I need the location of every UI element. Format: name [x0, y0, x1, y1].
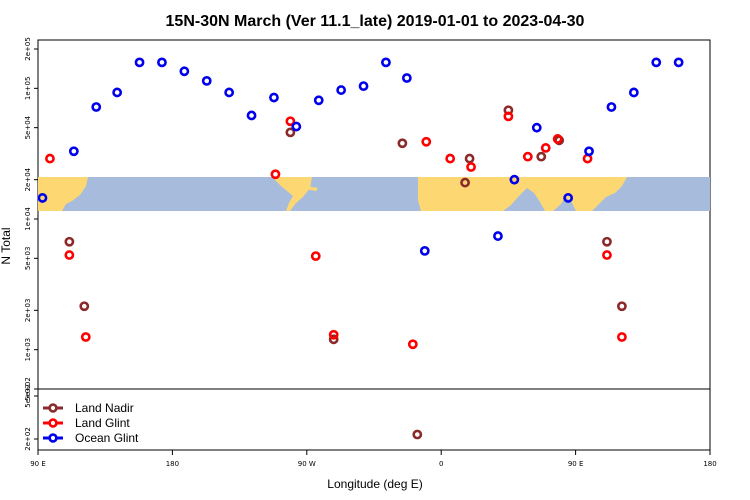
x-tick-label: 90 E	[568, 460, 584, 468]
land-nadir-point	[285, 127, 296, 138]
legend-label-land-nadir: Land Nadir	[75, 401, 134, 415]
ocean-glint-point	[179, 66, 190, 77]
land-nadir-point	[616, 301, 627, 312]
lower-data-points	[412, 429, 423, 440]
land-glint-point	[616, 332, 627, 342]
land-nadir-point	[79, 301, 90, 312]
land-glint-point	[445, 153, 456, 164]
ocean-glint-point	[91, 102, 102, 112]
ocean-glint-point	[606, 102, 617, 112]
land-nadir-point	[412, 429, 423, 440]
legend-marker-ocean-glint	[48, 433, 58, 443]
chart-title: 15N-30N March (Ver 11.1_late) 2019-01-01…	[166, 13, 585, 30]
legend-label-land-glint: Land Glint	[75, 416, 130, 430]
y-tick-label: 1e+04	[24, 207, 32, 231]
y-tick-label: 1e+05	[24, 77, 32, 101]
land-glint-point	[540, 143, 551, 153]
x-tick-label: 90 W	[298, 460, 316, 468]
y-tick-label: 2e+04	[24, 167, 32, 191]
legend-label-ocean-glint: Ocean Glint	[75, 431, 139, 445]
lower-y-ticks: 5e+02 2e+02	[24, 384, 38, 451]
ocean-glint-point	[291, 121, 302, 132]
land-nadir-point	[328, 334, 339, 345]
land-glint-point	[270, 169, 281, 180]
land-philippines	[58, 198, 64, 208]
land-glint-point	[503, 111, 514, 122]
y-tick-label: 5e+04	[24, 115, 32, 139]
land-nadir-point	[64, 236, 75, 247]
land-mexico	[272, 177, 312, 211]
ocean-glint-point	[37, 193, 48, 203]
ocean-glint-point	[563, 193, 574, 203]
y-tick-label: 1e+03	[24, 338, 32, 362]
x-tick-label: 180	[166, 460, 179, 468]
ocean-glint-point	[493, 231, 503, 241]
x-tick-label: 0	[439, 460, 443, 468]
land-glint-point	[45, 153, 55, 164]
ocean-glint-point	[673, 57, 684, 68]
land-glint-point	[80, 332, 91, 342]
legend-marker-land-glint	[48, 418, 58, 428]
ocean-glint-point	[201, 75, 212, 86]
ocean-glint-point	[531, 122, 542, 133]
lower-plot-frame	[37, 388, 711, 451]
y-tick-label: 2e+02	[24, 427, 32, 451]
land-nadir-point	[602, 236, 612, 247]
ocean-glint-point	[134, 57, 145, 68]
legend-marker-land-nadir	[48, 403, 58, 413]
land-nadir-point	[397, 138, 408, 149]
world-map-strip	[38, 177, 710, 211]
land-asia-east	[38, 177, 88, 211]
land-nadir-point	[536, 151, 547, 162]
ocean-glint-point	[112, 87, 123, 98]
land-glint-point	[522, 151, 533, 162]
upper-y-ticks: 2e+05 1e+05 5e+04 2e+04 1e+04 5e+03 2e+03 1e+03…	[24, 37, 38, 401]
land-glint-point	[421, 136, 432, 147]
land-glint-point	[407, 339, 418, 350]
data-points	[37, 57, 684, 350]
land-glint-point	[552, 134, 563, 144]
ocean-glint-point	[358, 81, 369, 92]
ocean-glint-point	[651, 57, 662, 68]
land-glint-point	[310, 251, 321, 262]
y-tick-label: 5e+03	[24, 247, 32, 271]
ocean-glint-point	[336, 85, 347, 95]
land-glint-point	[64, 250, 75, 260]
land-nadir-point	[460, 177, 470, 188]
y-tick-label: 5e+02	[24, 384, 32, 408]
land-glint-point	[328, 329, 339, 340]
y-tick-label: 5e+02	[24, 377, 32, 401]
land-cuba	[304, 186, 318, 191]
x-ticks: 90 E 180 90 W 0 90 E 180	[30, 450, 717, 468]
land-nadir-point	[464, 153, 475, 164]
land-africa-asia	[418, 177, 627, 211]
ocean-glint-point	[401, 73, 412, 83]
ocean-glint-point	[509, 174, 520, 185]
upper-plot: 2e+05 1e+05 5e+04 2e+04 1e+04 5e+03 2e+03 1e+03…	[24, 37, 711, 401]
ocean-glint-point	[157, 57, 167, 68]
ocean-glint-point	[246, 110, 257, 121]
y-tick-label: 2e+05	[24, 37, 32, 61]
ocean-glint-point	[68, 146, 79, 157]
ocean-glint-point	[224, 87, 235, 98]
ocean-glint-point	[419, 245, 430, 256]
land-glint-point	[466, 162, 476, 172]
y-axis-label: N Total	[0, 227, 13, 264]
x-tick-label: 180	[703, 460, 716, 468]
land-glint-point	[285, 116, 296, 127]
y-tick-label: 2e+03	[24, 299, 32, 323]
ocean-glint-point	[628, 87, 639, 98]
upper-plot-frame	[37, 39, 711, 390]
x-tick-label: 90 E	[30, 460, 46, 468]
ocean-glint-point	[269, 92, 279, 103]
x-axis-label: Longitude (deg E)	[327, 477, 422, 491]
ocean-glint-point	[584, 146, 594, 157]
ocean-glint-point	[381, 57, 391, 68]
land-glint-point	[602, 250, 612, 260]
ocean-glint-point	[313, 95, 324, 106]
